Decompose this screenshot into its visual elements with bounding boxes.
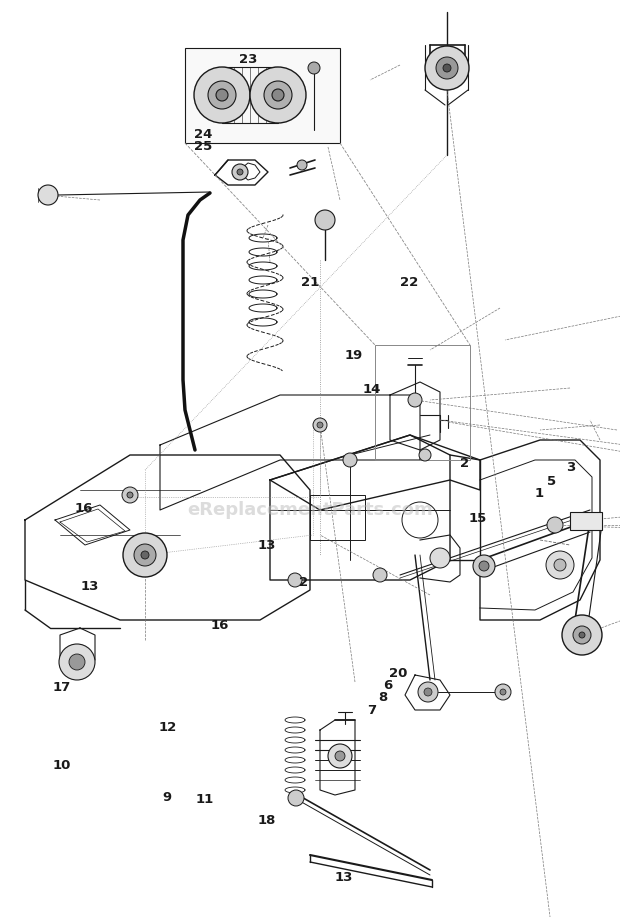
Circle shape (408, 393, 422, 407)
Circle shape (313, 418, 327, 432)
Circle shape (250, 67, 306, 123)
Circle shape (315, 210, 335, 230)
Circle shape (373, 568, 387, 582)
Text: 24: 24 (194, 128, 213, 141)
Circle shape (232, 164, 248, 180)
Circle shape (419, 449, 431, 461)
Bar (310, 495, 365, 540)
Text: 7: 7 (368, 704, 376, 717)
Text: 21: 21 (301, 276, 319, 289)
Text: 13: 13 (335, 871, 353, 884)
Circle shape (479, 561, 489, 571)
Text: 16: 16 (211, 619, 229, 632)
Text: 13: 13 (257, 539, 276, 552)
Circle shape (562, 615, 602, 655)
Circle shape (554, 559, 566, 571)
Circle shape (308, 62, 320, 74)
Circle shape (547, 517, 563, 533)
Circle shape (288, 790, 304, 806)
Text: 23: 23 (239, 53, 257, 66)
Text: 2: 2 (299, 576, 308, 589)
Text: 12: 12 (158, 721, 177, 734)
Circle shape (272, 89, 284, 101)
Circle shape (317, 422, 323, 428)
Circle shape (473, 555, 495, 577)
Circle shape (208, 81, 236, 109)
Text: 5: 5 (547, 475, 556, 488)
Text: eReplacementParts.com: eReplacementParts.com (187, 501, 433, 519)
Circle shape (573, 626, 591, 644)
Circle shape (123, 533, 167, 577)
Text: 1: 1 (535, 487, 544, 500)
Circle shape (430, 548, 450, 568)
Circle shape (297, 160, 307, 170)
Text: 22: 22 (400, 276, 419, 289)
Circle shape (59, 644, 95, 680)
Text: 3: 3 (566, 461, 575, 474)
Circle shape (127, 492, 133, 498)
Text: 20: 20 (389, 668, 407, 680)
Text: 17: 17 (53, 681, 71, 694)
Circle shape (141, 551, 149, 559)
Circle shape (546, 551, 574, 579)
Text: 15: 15 (468, 512, 487, 525)
Text: 19: 19 (344, 349, 363, 362)
Text: 6: 6 (383, 679, 392, 692)
Circle shape (425, 46, 469, 90)
Circle shape (495, 684, 511, 700)
Text: 18: 18 (257, 814, 276, 827)
Circle shape (579, 632, 585, 638)
Text: 25: 25 (194, 140, 213, 153)
Circle shape (424, 688, 432, 696)
Circle shape (500, 689, 506, 695)
Circle shape (69, 654, 85, 670)
Circle shape (418, 682, 438, 702)
Circle shape (343, 453, 357, 467)
Circle shape (264, 81, 292, 109)
Text: 11: 11 (195, 793, 214, 806)
Text: 13: 13 (81, 580, 99, 593)
Text: 8: 8 (378, 691, 387, 704)
Circle shape (134, 544, 156, 566)
Text: 16: 16 (74, 503, 93, 515)
Text: 14: 14 (363, 383, 381, 396)
Circle shape (436, 57, 458, 79)
Circle shape (122, 487, 138, 503)
Text: 2: 2 (461, 457, 469, 470)
Circle shape (328, 744, 352, 768)
Text: 10: 10 (53, 759, 71, 772)
Circle shape (335, 751, 345, 761)
Circle shape (288, 573, 302, 587)
Circle shape (216, 89, 228, 101)
Bar (185, 48, 340, 143)
Bar (570, 512, 602, 530)
Text: 9: 9 (163, 791, 172, 804)
Circle shape (38, 185, 58, 205)
Circle shape (237, 169, 243, 175)
Circle shape (443, 64, 451, 72)
Circle shape (194, 67, 250, 123)
Bar (375, 345, 470, 460)
